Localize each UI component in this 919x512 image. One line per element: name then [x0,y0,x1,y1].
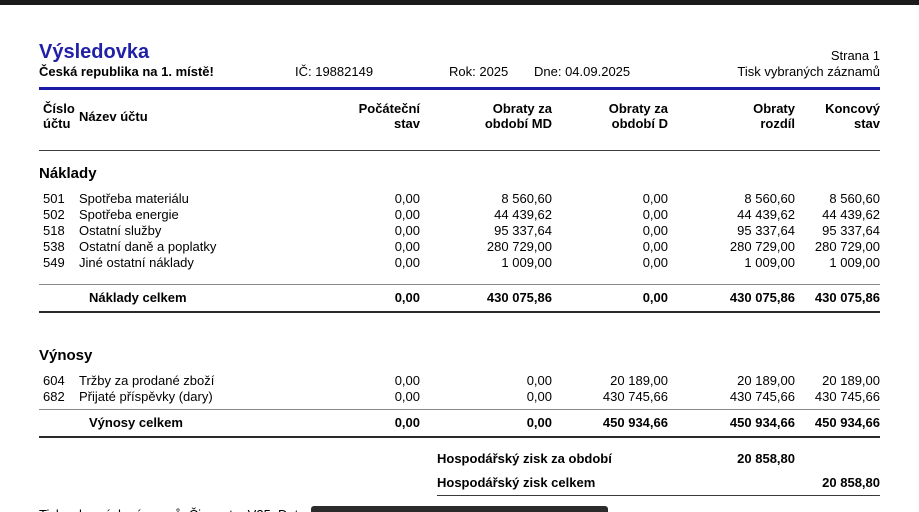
profit-rule [437,495,880,496]
profit-summary: Hospodářský zisk za období 20 858,80 Hos… [39,446,880,496]
filter-note: Tisk vybraných záznamů: Činnost = V25, D… [39,507,880,512]
report-year: Rok: 2025 [449,64,509,79]
table-column-headers: Číslo účtu Název účtu Počáteční stav Obr… [39,101,880,131]
vynosy-rows: 604 Tržby za prodané zboží 0,00 0,00 20 … [39,373,880,405]
col-header-account-number: Číslo účtu [43,101,75,131]
table-row: 501 Spotřeba materiálu 0,00 8 560,60 0,0… [43,191,880,206]
col-header-closing-balance: Koncový stav [825,101,880,131]
profit-total-row: Hospodářský zisk celkem 20 858,80 [39,470,880,496]
naklady-total-label: Náklady celkem [89,290,187,305]
profit-period-row: Hospodářský zisk za období 20 858,80 [39,446,880,470]
profit-period-label: Hospodářský zisk za období [437,451,612,466]
report-content: Výsledovka Strana 1 Česká republika na 1… [39,5,880,512]
page-number: Strana 1 [830,48,880,63]
company-name: Česká republika na 1. místě! [39,64,214,79]
table-row: 538 Ostatní daně a poplatky 0,00 280 729… [43,239,880,254]
report-date: Dne: 04.09.2025 [534,64,631,79]
vynosy-total-label: Výnosy celkem [89,415,183,430]
naklady-rows: 501 Spotřeba materiálu 0,00 8 560,60 0,0… [39,191,880,271]
table-row: 604 Tržby za prodané zboží 0,00 0,00 20 … [43,373,880,388]
table-row: 502 Spotřeba energie 0,00 44 439,62 0,00… [43,207,880,222]
naklady-total-rule-bottom [39,311,880,313]
col-header-opening-balance: Počáteční stav [358,101,420,131]
vynosy-total-rule-bottom [39,436,880,438]
profit-period-value: 20 858,80 [737,451,795,466]
company-id: IČ: 19882149 [295,64,374,79]
table-row: 682 Přijaté příspěvky (dary) 0,00 0,00 4… [43,389,880,404]
section-title-naklady: Náklady [39,165,97,182]
vynosy-total-row: Výnosy celkem 0,00 0,00 450 934,66 450 9… [39,410,880,436]
profit-total-label: Hospodářský zisk celkem [437,475,596,490]
naklady-total-rule-top [39,284,880,285]
column-header-rule [39,150,880,151]
report-title: Výsledovka [39,41,150,63]
col-header-turnover-md: Obraty za období MD [484,101,552,131]
col-header-turnover-diff: Obraty rozdíl [753,101,795,131]
report-meta-row: Česká republika na 1. místě! IČ: 1988214… [39,64,880,81]
col-header-account-name: Název účtu [79,108,148,124]
col-header-turnover-d: Obraty za období D [608,101,668,131]
naklady-total-row: Náklady celkem 0,00 430 075,86 0,00 430 … [39,285,880,311]
top-window-edge [0,0,919,5]
section-gap [39,313,880,333]
report-header: Výsledovka Strana 1 [39,40,880,64]
vynosy-total-rule-top [39,409,880,410]
section-title-vynosy: Výnosy [39,347,93,364]
header-rule [39,87,880,90]
table-row: 518 Ostatní služby 0,00 95 337,64 0,00 9… [43,223,880,238]
profit-total-value: 20 858,80 [822,475,880,490]
bottom-window-edge [311,506,608,512]
print-mode-label: Tisk vybraných záznamů [737,64,880,79]
table-row: 549 Jiné ostatní náklady 0,00 1 009,00 0… [43,255,880,270]
